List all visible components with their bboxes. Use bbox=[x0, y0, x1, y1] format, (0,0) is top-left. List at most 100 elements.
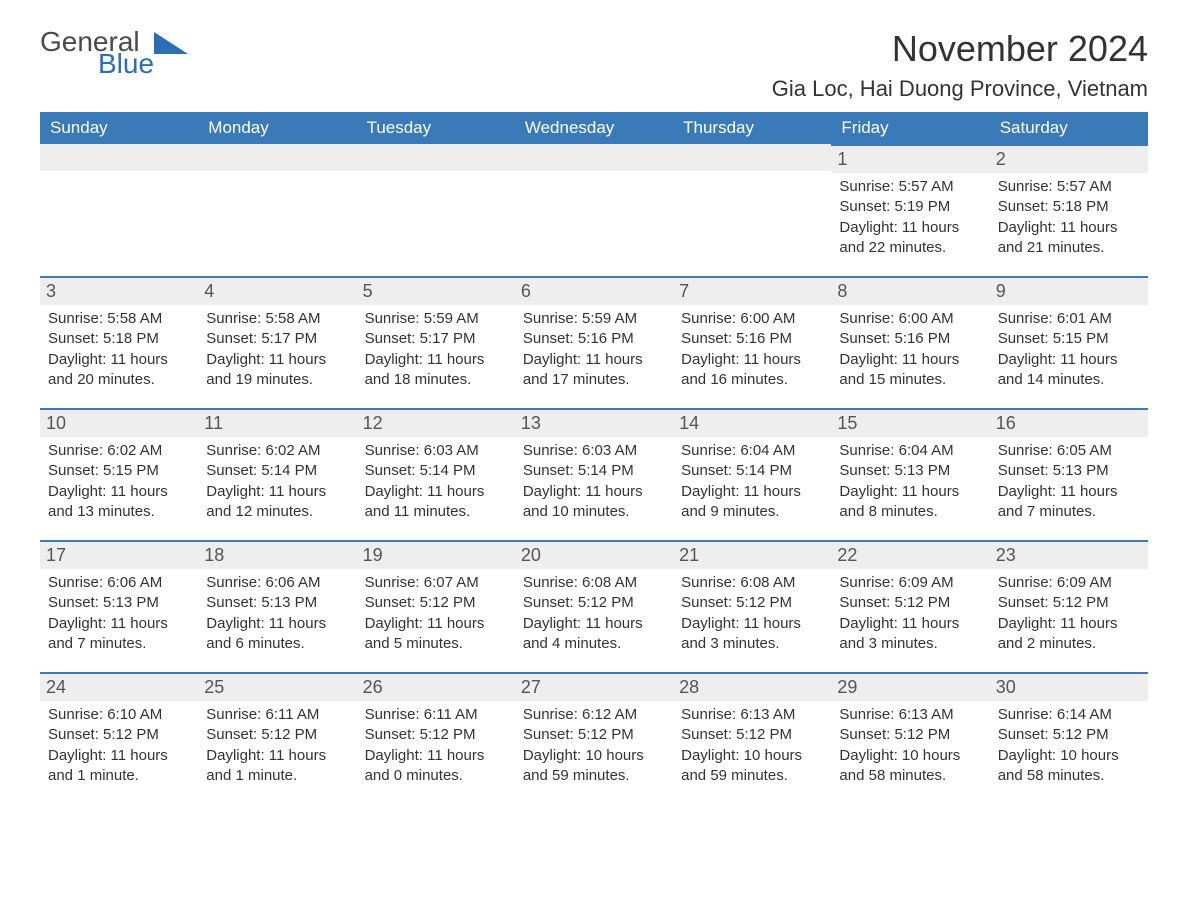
daylight-text-1: Daylight: 11 hours bbox=[48, 482, 190, 502]
sunset-text: Sunset: 5:17 PM bbox=[206, 329, 348, 349]
day-info: Sunrise: 6:03 AMSunset: 5:14 PMDaylight:… bbox=[523, 441, 665, 522]
day-number: 16 bbox=[990, 408, 1148, 437]
daylight-text-2: and 8 minutes. bbox=[839, 502, 981, 522]
weeks-container: 1Sunrise: 5:57 AMSunset: 5:19 PMDaylight… bbox=[40, 144, 1148, 804]
sunrise-text: Sunrise: 5:57 AM bbox=[839, 177, 981, 197]
sunset-text: Sunset: 5:18 PM bbox=[998, 197, 1140, 217]
daylight-text-2: and 2 minutes. bbox=[998, 634, 1140, 654]
day-info: Sunrise: 5:59 AMSunset: 5:16 PMDaylight:… bbox=[523, 309, 665, 390]
day-cell: 25Sunrise: 6:11 AMSunset: 5:12 PMDayligh… bbox=[198, 672, 356, 804]
weekday-cell: Monday bbox=[198, 112, 356, 144]
weekday-cell: Wednesday bbox=[515, 112, 673, 144]
day-info: Sunrise: 6:07 AMSunset: 5:12 PMDaylight:… bbox=[365, 573, 507, 654]
day-info: Sunrise: 6:04 AMSunset: 5:13 PMDaylight:… bbox=[839, 441, 981, 522]
day-cell: 2Sunrise: 5:57 AMSunset: 5:18 PMDaylight… bbox=[990, 144, 1148, 276]
daylight-text-2: and 59 minutes. bbox=[681, 766, 823, 786]
sunrise-text: Sunrise: 6:09 AM bbox=[839, 573, 981, 593]
sunrise-text: Sunrise: 6:04 AM bbox=[681, 441, 823, 461]
daylight-text-1: Daylight: 11 hours bbox=[681, 482, 823, 502]
daylight-text-1: Daylight: 11 hours bbox=[523, 482, 665, 502]
day-cell: 29Sunrise: 6:13 AMSunset: 5:12 PMDayligh… bbox=[831, 672, 989, 804]
sunrise-text: Sunrise: 6:03 AM bbox=[365, 441, 507, 461]
sunset-text: Sunset: 5:12 PM bbox=[206, 725, 348, 745]
sunrise-text: Sunrise: 6:01 AM bbox=[998, 309, 1140, 329]
daylight-text-1: Daylight: 11 hours bbox=[839, 482, 981, 502]
daylight-text-2: and 59 minutes. bbox=[523, 766, 665, 786]
day-number bbox=[673, 144, 831, 171]
day-info: Sunrise: 6:10 AMSunset: 5:12 PMDaylight:… bbox=[48, 705, 190, 786]
daylight-text-1: Daylight: 11 hours bbox=[998, 614, 1140, 634]
daylight-text-2: and 9 minutes. bbox=[681, 502, 823, 522]
day-info: Sunrise: 6:02 AMSunset: 5:14 PMDaylight:… bbox=[206, 441, 348, 522]
week-row: 3 Sunrise: 5:58 AMSunset: 5:18 PMDaylight… bbox=[40, 276, 1148, 408]
sunset-text: Sunset: 5:13 PM bbox=[206, 593, 348, 613]
daylight-text-1: Daylight: 11 hours bbox=[206, 350, 348, 370]
day-info: Sunrise: 6:12 AMSunset: 5:12 PMDaylight:… bbox=[523, 705, 665, 786]
day-number: 7 bbox=[673, 276, 831, 305]
daylight-text-1: Daylight: 11 hours bbox=[998, 482, 1140, 502]
sunset-text: Sunset: 5:14 PM bbox=[206, 461, 348, 481]
sunrise-text: Sunrise: 6:13 AM bbox=[681, 705, 823, 725]
day-number: 6 bbox=[515, 276, 673, 305]
day-number: 11 bbox=[198, 408, 356, 437]
week-row: 24 Sunrise: 6:10 AMSunset: 5:12 PMDayligh… bbox=[40, 672, 1148, 804]
daylight-text-1: Daylight: 11 hours bbox=[681, 614, 823, 634]
sunset-text: Sunset: 5:12 PM bbox=[365, 593, 507, 613]
sunset-text: Sunset: 5:19 PM bbox=[839, 197, 981, 217]
sunrise-text: Sunrise: 6:08 AM bbox=[681, 573, 823, 593]
day-number: 21 bbox=[673, 540, 831, 569]
day-cell: 26Sunrise: 6:11 AMSunset: 5:12 PMDayligh… bbox=[357, 672, 515, 804]
daylight-text-2: and 12 minutes. bbox=[206, 502, 348, 522]
day-cell: 10Sunrise: 6:02 AMSunset: 5:15 PMDayligh… bbox=[40, 408, 198, 540]
day-info: Sunrise: 6:09 AMSunset: 5:12 PMDaylight:… bbox=[998, 573, 1140, 654]
sunset-text: Sunset: 5:14 PM bbox=[523, 461, 665, 481]
day-info: Sunrise: 6:03 AMSunset: 5:14 PMDaylight:… bbox=[365, 441, 507, 522]
day-number: 30 bbox=[990, 672, 1148, 701]
sunrise-text: Sunrise: 6:13 AM bbox=[839, 705, 981, 725]
day-cell: 22Sunrise: 6:09 AMSunset: 5:12 PMDayligh… bbox=[831, 540, 989, 672]
day-info: Sunrise: 5:59 AMSunset: 5:17 PMDaylight:… bbox=[365, 309, 507, 390]
daylight-text-2: and 58 minutes. bbox=[839, 766, 981, 786]
daylight-text-2: and 11 minutes. bbox=[365, 502, 507, 522]
day-cell: 3 Sunrise: 5:58 AMSunset: 5:18 PMDaylight… bbox=[40, 276, 198, 408]
day-number: 3 bbox=[40, 276, 198, 305]
daylight-text-2: and 58 minutes. bbox=[998, 766, 1140, 786]
day-cell: 9Sunrise: 6:01 AMSunset: 5:15 PMDaylight… bbox=[990, 276, 1148, 408]
sunrise-text: Sunrise: 6:08 AM bbox=[523, 573, 665, 593]
day-number: 12 bbox=[357, 408, 515, 437]
day-number: 20 bbox=[515, 540, 673, 569]
week-row: 1Sunrise: 5:57 AMSunset: 5:19 PMDaylight… bbox=[40, 144, 1148, 276]
day-cell: 5Sunrise: 5:59 AMSunset: 5:17 PMDaylight… bbox=[357, 276, 515, 408]
sunrise-text: Sunrise: 6:02 AM bbox=[206, 441, 348, 461]
daylight-text-2: and 16 minutes. bbox=[681, 370, 823, 390]
sunrise-text: Sunrise: 6:14 AM bbox=[998, 705, 1140, 725]
day-cell: 15Sunrise: 6:04 AMSunset: 5:13 PMDayligh… bbox=[831, 408, 989, 540]
day-cell: 30Sunrise: 6:14 AMSunset: 5:12 PMDayligh… bbox=[990, 672, 1148, 804]
sunrise-text: Sunrise: 6:00 AM bbox=[681, 309, 823, 329]
day-number: 22 bbox=[831, 540, 989, 569]
day-info: Sunrise: 6:01 AMSunset: 5:15 PMDaylight:… bbox=[998, 309, 1140, 390]
day-info: Sunrise: 6:13 AMSunset: 5:12 PMDaylight:… bbox=[839, 705, 981, 786]
day-info: Sunrise: 5:58 AMSunset: 5:18 PMDaylight:… bbox=[48, 309, 190, 390]
day-cell: 4Sunrise: 5:58 AMSunset: 5:17 PMDaylight… bbox=[198, 276, 356, 408]
day-number: 17 bbox=[40, 540, 198, 569]
day-info: Sunrise: 6:00 AMSunset: 5:16 PMDaylight:… bbox=[839, 309, 981, 390]
day-cell: 17Sunrise: 6:06 AMSunset: 5:13 PMDayligh… bbox=[40, 540, 198, 672]
day-number: 2 bbox=[990, 144, 1148, 173]
sunrise-text: Sunrise: 6:04 AM bbox=[839, 441, 981, 461]
day-cell bbox=[515, 144, 673, 276]
daylight-text-2: and 1 minute. bbox=[48, 766, 190, 786]
daylight-text-1: Daylight: 11 hours bbox=[839, 218, 981, 238]
daylight-text-1: Daylight: 11 hours bbox=[523, 350, 665, 370]
daylight-text-1: Daylight: 10 hours bbox=[839, 746, 981, 766]
sunset-text: Sunset: 5:12 PM bbox=[523, 725, 665, 745]
daylight-text-1: Daylight: 10 hours bbox=[998, 746, 1140, 766]
sunset-text: Sunset: 5:13 PM bbox=[839, 461, 981, 481]
daylight-text-2: and 14 minutes. bbox=[998, 370, 1140, 390]
day-info: Sunrise: 6:05 AMSunset: 5:13 PMDaylight:… bbox=[998, 441, 1140, 522]
daylight-text-1: Daylight: 11 hours bbox=[523, 614, 665, 634]
weekday-cell: Tuesday bbox=[357, 112, 515, 144]
logo-word-blue: Blue bbox=[98, 50, 154, 78]
day-number: 24 bbox=[40, 672, 198, 701]
daylight-text-2: and 7 minutes. bbox=[998, 502, 1140, 522]
